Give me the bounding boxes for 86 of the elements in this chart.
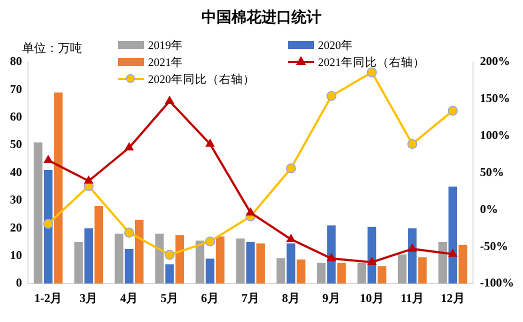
bar [246, 242, 255, 284]
bar [216, 236, 224, 284]
point [246, 208, 255, 216]
bar [44, 170, 53, 284]
y2-tick-label: 50% [480, 164, 504, 179]
bar [296, 260, 306, 284]
y-tick-label: 10 [10, 248, 22, 262]
point [206, 138, 214, 147]
x-tick-label: 12月 [440, 290, 465, 305]
y-tick-label: 70 [10, 82, 22, 96]
y-tick-label: 40 [10, 164, 22, 179]
bar [317, 262, 326, 284]
point [448, 249, 458, 257]
point [205, 236, 216, 246]
point [124, 142, 134, 150]
x-tick-label: 3月 [80, 290, 98, 305]
chart-title: 中国棉花进口统计 [200, 8, 322, 27]
bar [236, 238, 245, 284]
point [165, 96, 174, 104]
x-tick-label: 6月 [201, 290, 220, 305]
point [408, 244, 417, 252]
y2-tick-label: 100% [480, 128, 510, 142]
y-tick-label: 30 [10, 192, 22, 207]
point [366, 67, 377, 78]
bar [357, 262, 366, 284]
bar [458, 244, 468, 284]
bar [134, 220, 144, 284]
bar [276, 258, 286, 284]
bar [114, 234, 124, 284]
y-axis-title: 单位：万吨 [22, 40, 82, 57]
legend-label: 2021年 [148, 56, 183, 70]
point [407, 138, 418, 149]
bar [378, 266, 386, 284]
bar [175, 235, 184, 284]
bar [327, 225, 336, 284]
bar [408, 228, 417, 284]
y-tick-label: 60 [10, 109, 22, 124]
x-tick-label: 4月 [120, 290, 138, 305]
x-tick-label: 7月 [242, 290, 260, 305]
point [44, 155, 53, 163]
bar [196, 240, 204, 284]
point [367, 257, 376, 265]
bar [448, 186, 458, 284]
y-tick-label: 20 [10, 220, 22, 234]
bar [84, 228, 93, 284]
point [327, 253, 336, 262]
y2-tick-label: 0% [480, 202, 498, 216]
x-tick-label: 9月 [322, 290, 340, 305]
y2-tick-label: 150% [480, 91, 510, 106]
y-tick-label: 0 [16, 276, 22, 290]
y2-tick-label: -50% [480, 238, 508, 253]
x-tick-label: 1-2月 [34, 290, 62, 305]
point [286, 163, 296, 174]
point [286, 234, 296, 242]
bar [206, 258, 214, 284]
y2-tick-label: -100% [480, 276, 514, 290]
x-tick-label: 10月 [360, 290, 384, 305]
point [124, 228, 134, 238]
point [43, 218, 54, 229]
bar [54, 92, 63, 284]
legend-label: 2021年同比（右轴） [318, 56, 425, 70]
x-tick-label: 5月 [160, 290, 179, 305]
point [448, 106, 458, 116]
point [326, 90, 336, 101]
legend-label: 2020年 [318, 38, 353, 52]
y2-tick-label: 200% [480, 54, 510, 68]
point [164, 250, 175, 260]
bar [398, 254, 407, 284]
bar [438, 242, 447, 284]
bar [165, 264, 174, 284]
y-tick-label: 80 [10, 54, 22, 68]
bar [256, 243, 265, 284]
bar [94, 206, 104, 284]
bar [286, 243, 296, 284]
legend-label: 2019年 [148, 38, 183, 52]
bar [337, 262, 346, 284]
point [84, 176, 94, 184]
legend-label: 2020年同比（右轴） [148, 72, 255, 86]
x-tick-label: 11月 [400, 290, 424, 305]
bar [155, 234, 164, 284]
bar [34, 142, 42, 284]
bar [418, 257, 427, 284]
x-tick-label: 8月 [282, 290, 300, 305]
bar [74, 242, 83, 284]
bar [124, 248, 134, 284]
y-tick-label: 50 [10, 137, 22, 152]
